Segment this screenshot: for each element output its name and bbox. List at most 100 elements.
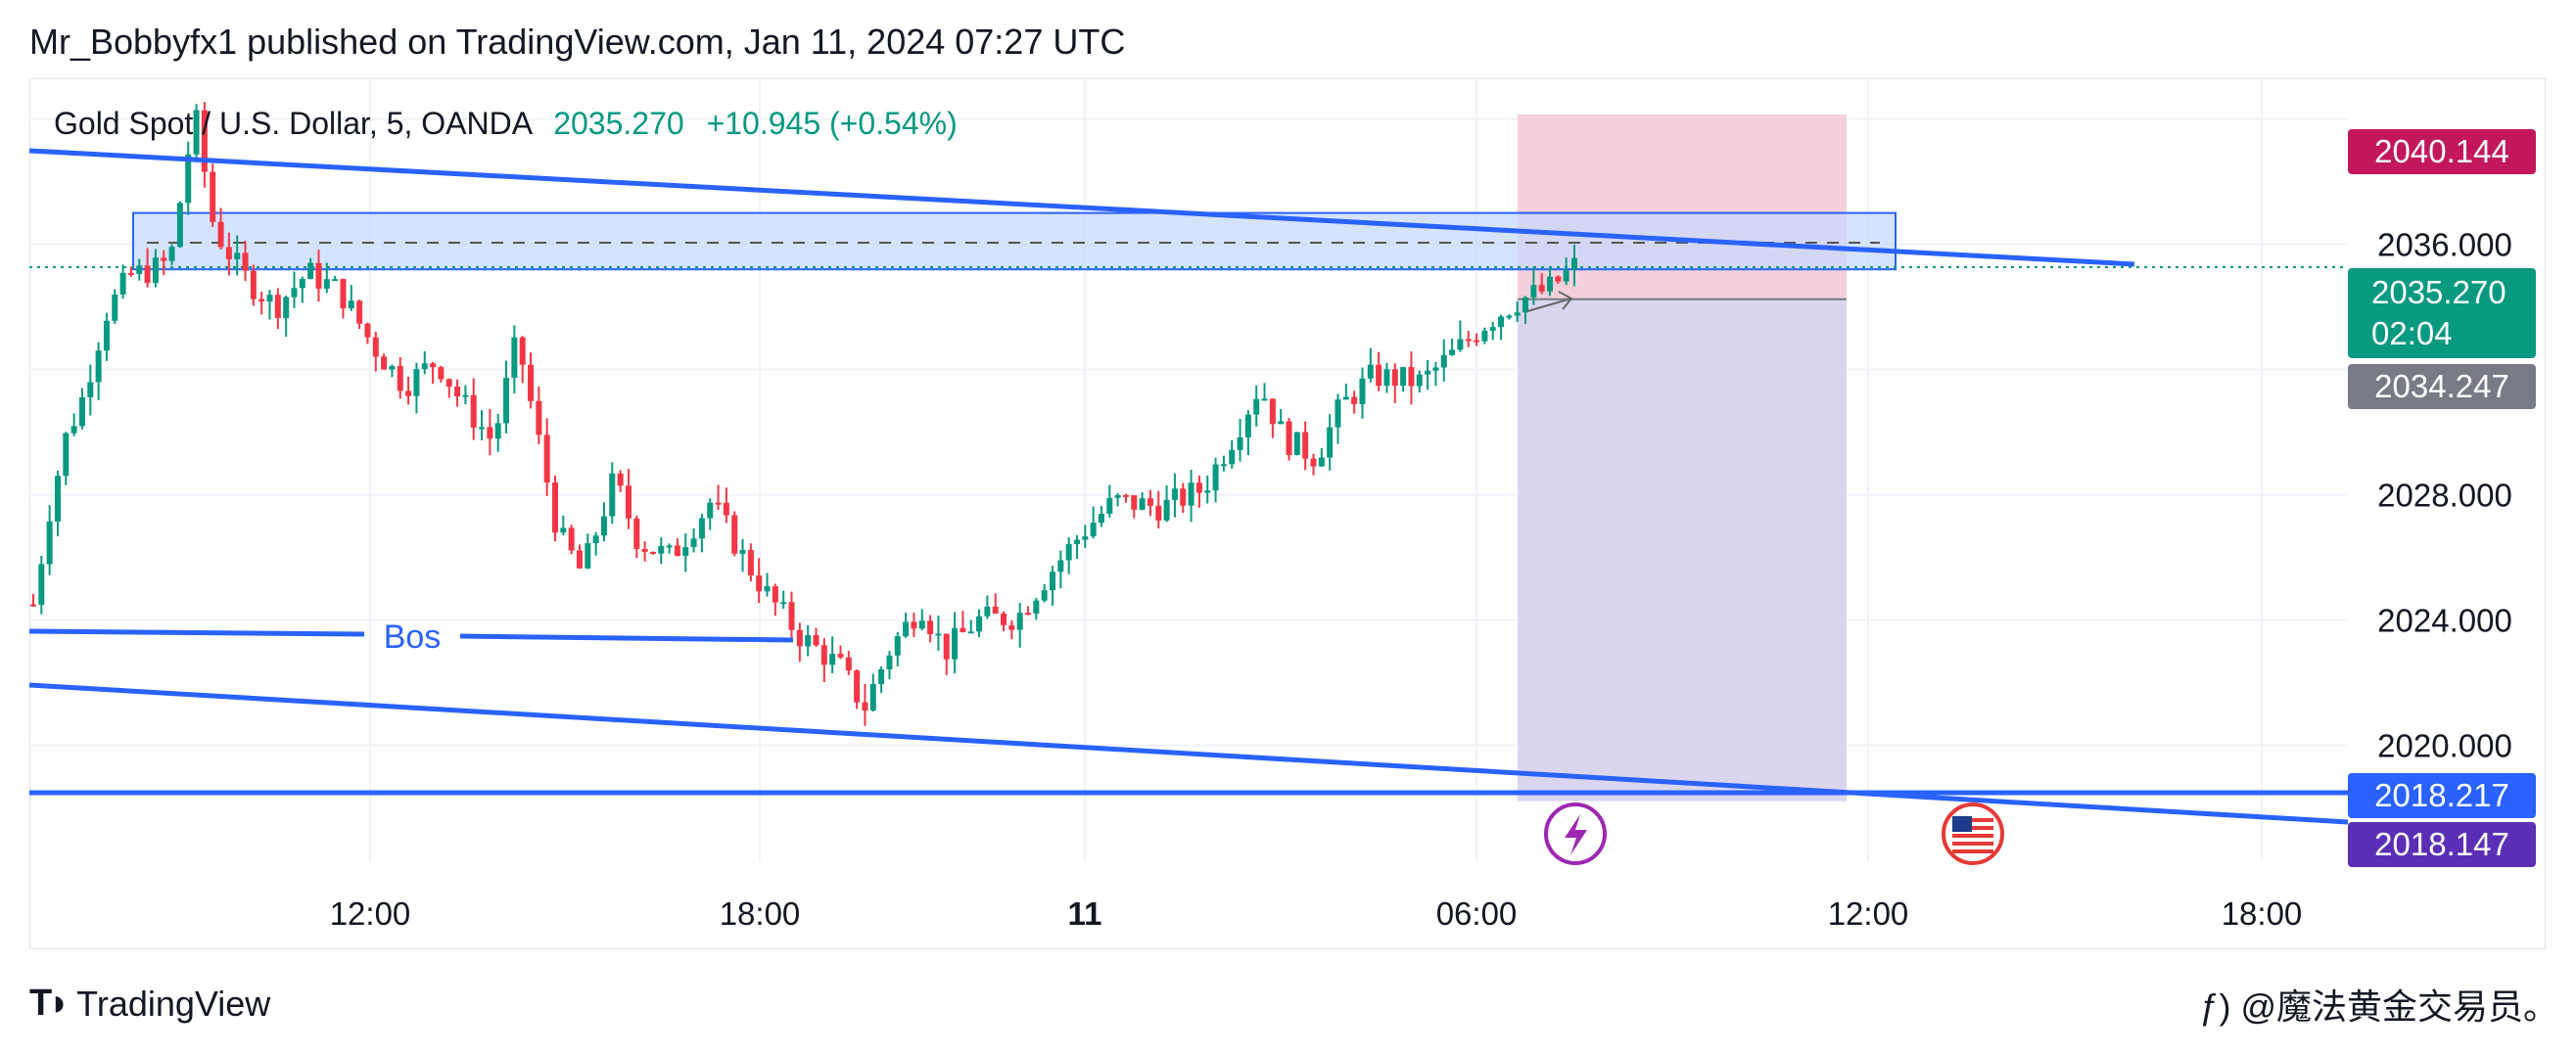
candle-body (356, 300, 363, 324)
candle-body (1457, 339, 1464, 350)
x-tick-label: 11 (1068, 895, 1102, 932)
candle-body (813, 635, 820, 646)
candle-body (984, 606, 991, 617)
candle-body (1122, 494, 1129, 497)
candle-body (1025, 613, 1032, 616)
candles (30, 102, 1577, 726)
candle-body (731, 515, 738, 554)
candle-body (234, 252, 241, 259)
candle-body (600, 516, 607, 536)
candle-body (1098, 514, 1104, 524)
candle-body (430, 363, 437, 368)
candle-body (641, 548, 648, 552)
candle-body (960, 627, 966, 632)
candle-body (560, 527, 567, 533)
candle-body (585, 543, 591, 569)
candle-body (193, 110, 200, 155)
candle-body (1530, 285, 1537, 298)
candle-body (1383, 369, 1390, 387)
candle-body (185, 154, 192, 204)
candle-body (927, 620, 934, 635)
tradingview-logo[interactable]: T◗ TradingView (29, 983, 270, 1025)
grid (29, 78, 2348, 861)
candle-body (127, 272, 134, 275)
candle-body (658, 545, 665, 554)
candle-body (854, 670, 861, 703)
events (1544, 802, 2004, 865)
axes: 12:00 18:00 11 06:00 12:00 18:00 2020.000 2024.… (330, 227, 2512, 932)
candle-body (1220, 464, 1227, 467)
candle-body (1180, 488, 1187, 506)
candle-body (1278, 421, 1285, 425)
candle-body (674, 545, 680, 556)
y-tick-label: 2024.000 (2377, 603, 2512, 639)
candle-body (1408, 367, 1415, 387)
candle-body (1237, 436, 1243, 450)
candle-body (413, 369, 420, 396)
candle-body (315, 262, 322, 289)
candle-body (511, 337, 518, 379)
x-tick-label: 18:00 (2222, 895, 2303, 932)
last-price-badge: 2035.270 02:04 (2348, 268, 2536, 358)
candle-body (348, 300, 354, 309)
candle-body (487, 427, 493, 439)
candle-body (1293, 432, 1300, 455)
candle-body (649, 551, 656, 554)
candle-body (1057, 560, 1064, 573)
candle-body (1506, 315, 1513, 318)
candle-body (1555, 276, 1562, 282)
candle-body (690, 538, 697, 548)
symbol-name: Gold Spot / U.S. Dollar, 5, OANDA (54, 106, 532, 141)
candle-body (1090, 523, 1097, 537)
candle-body (886, 655, 893, 669)
candle-body (1522, 297, 1529, 313)
candle-body (829, 654, 836, 665)
tradingview-brand: TradingView (76, 983, 271, 1024)
candle-body (576, 550, 583, 569)
candle-body (372, 337, 379, 357)
candle-body (1547, 276, 1554, 292)
candle-body (911, 621, 917, 629)
candle-body (820, 645, 827, 665)
candle-body (1155, 505, 1162, 521)
flag-stripe (1952, 849, 1993, 853)
candle-body (1016, 613, 1023, 630)
candle-body (772, 586, 778, 603)
candle-body (1188, 482, 1194, 506)
candle-body (95, 350, 102, 383)
candle-body (551, 481, 558, 533)
chart-frame[interactable] (29, 78, 2546, 949)
candle-body (1367, 364, 1374, 379)
candle-body (1563, 269, 1569, 282)
candle-body (1376, 364, 1382, 387)
candle-body (1008, 624, 1015, 630)
last-price-value: 2035.270 (2371, 274, 2506, 310)
candle-body (225, 247, 232, 259)
zones (29, 114, 2348, 802)
candle-body (976, 616, 983, 632)
candle-body (63, 433, 70, 477)
candle-body (1425, 370, 1431, 375)
candle-body (1359, 378, 1366, 404)
x-tick-label: 12:00 (1828, 895, 1909, 932)
symbol-info[interactable]: Gold Spot / U.S. Dollar, 5, OANDA 2035.2… (54, 106, 958, 142)
flag-stripe (1952, 826, 1993, 830)
candle-body (1001, 613, 1007, 625)
candle-body (1310, 458, 1317, 467)
candle-body (479, 427, 486, 430)
candle-body (87, 382, 94, 397)
candle-body (625, 485, 632, 519)
candle-body (1335, 399, 1341, 428)
candle-body (503, 378, 510, 424)
candle-body (421, 363, 428, 370)
y-tick-label: 2028.000 (2377, 478, 2512, 514)
candle-body (1195, 482, 1202, 493)
flag-canton (1952, 816, 1972, 832)
candle-body (543, 435, 550, 482)
candle-body (1342, 396, 1349, 400)
upper-trendline (28, 148, 2135, 267)
candle-body (381, 356, 388, 370)
candle-body (1106, 497, 1113, 515)
candle-body (1050, 572, 1056, 591)
